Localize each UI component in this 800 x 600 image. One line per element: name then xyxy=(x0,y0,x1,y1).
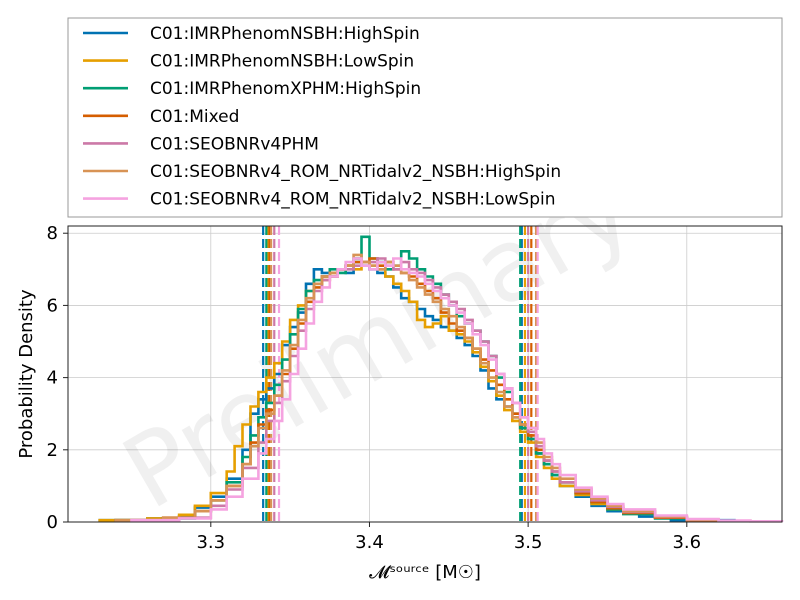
y-tick-label: 2 xyxy=(47,440,58,461)
y-axis-ticks: 0 2 4 6 8 xyxy=(47,223,68,533)
legend-label: C01:IMRPhenomNSBH:HighSpin xyxy=(150,24,420,44)
legend-box xyxy=(67,17,783,218)
x-tick-label: 3.5 xyxy=(514,532,543,553)
x-axis-label: 𝓜ˢᵒᵘʳᶜᵉ [M☉] xyxy=(369,562,481,583)
legend-label: C01:Mixed xyxy=(150,107,239,127)
legend-label: C01:SEOBNRv4_ROM_NRTidalv2_NSBH:HighSpin xyxy=(150,162,561,182)
y-tick-label: 0 xyxy=(47,512,58,533)
legend-label: C01:SEOBNRv4_ROM_NRTidalv2_NSBH:LowSpin xyxy=(150,190,556,210)
histogram-3 xyxy=(114,235,720,522)
x-axis-ticks: 3.3 3.4 3.5 3.6 xyxy=(196,522,701,553)
histogram-series xyxy=(98,235,784,523)
x-tick-label: 3.6 xyxy=(672,532,701,553)
y-tick-label: 6 xyxy=(47,295,58,316)
histogram-6 xyxy=(114,253,752,523)
x-tick-label: 3.4 xyxy=(355,532,384,553)
legend-label: C01:IMRPhenomNSBH:LowSpin xyxy=(150,52,414,72)
y-tick-label: 4 xyxy=(47,368,58,389)
histogram-7 xyxy=(130,257,784,523)
plot-frame xyxy=(67,225,783,523)
legend-label: C01:IMRPhenomXPHM:HighSpin xyxy=(150,79,421,99)
legend-label: C01:SEOBNRv4PHM xyxy=(150,134,319,154)
legend: C01:IMRPhenomNSBH:HighSpin C01:IMRPhenomN… xyxy=(67,17,783,218)
y-axis-label: Probability Density xyxy=(16,289,37,459)
y-tick-label: 8 xyxy=(47,223,58,244)
x-tick-label: 3.3 xyxy=(196,532,225,553)
